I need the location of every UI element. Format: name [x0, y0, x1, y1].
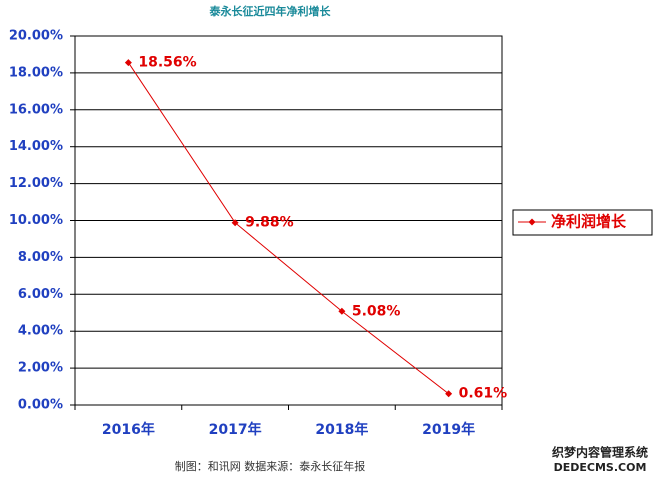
series-line [127, 62, 449, 395]
y-tick-label: 20.00% [9, 29, 63, 44]
value-label: 5.08% [352, 303, 401, 319]
y-tick-label: 10.00% [9, 213, 63, 228]
watermark: DEDECMS.COM [554, 461, 647, 474]
y-tick-label: 2.00% [18, 361, 63, 376]
x-tick-label: 2018年 [315, 421, 368, 438]
y-tick-label: 6.00% [18, 287, 63, 302]
watermark: 织梦内容管理系统 [552, 445, 648, 460]
x-tick-label: 2016年 [102, 421, 155, 438]
point [338, 307, 346, 315]
value-label: 0.61% [459, 386, 508, 402]
legend-marker [528, 218, 536, 226]
chart-title: 泰永长征近四年净利增长 [209, 4, 332, 18]
y-tick-label: 4.00% [18, 324, 63, 339]
y-tick-label: 18.00% [9, 65, 63, 80]
point [124, 59, 132, 67]
source-note: 制图：和讯网 数据来源：泰永长征年报 [175, 459, 366, 473]
legend-label: 净利润增长 [551, 213, 627, 231]
y-tick-label: 0.00% [18, 398, 63, 413]
point [231, 219, 239, 227]
x-tick-label: 2017年 [209, 421, 262, 438]
y-tick-label: 16.00% [9, 102, 63, 117]
point [445, 390, 453, 398]
x-tick-label: 2019年 [422, 421, 475, 438]
y-tick-label: 14.00% [9, 139, 63, 154]
y-tick-label: 12.00% [9, 176, 63, 191]
y-tick-label: 8.00% [18, 250, 63, 265]
value-label: 18.56% [138, 55, 196, 71]
value-label: 9.88% [245, 215, 294, 231]
